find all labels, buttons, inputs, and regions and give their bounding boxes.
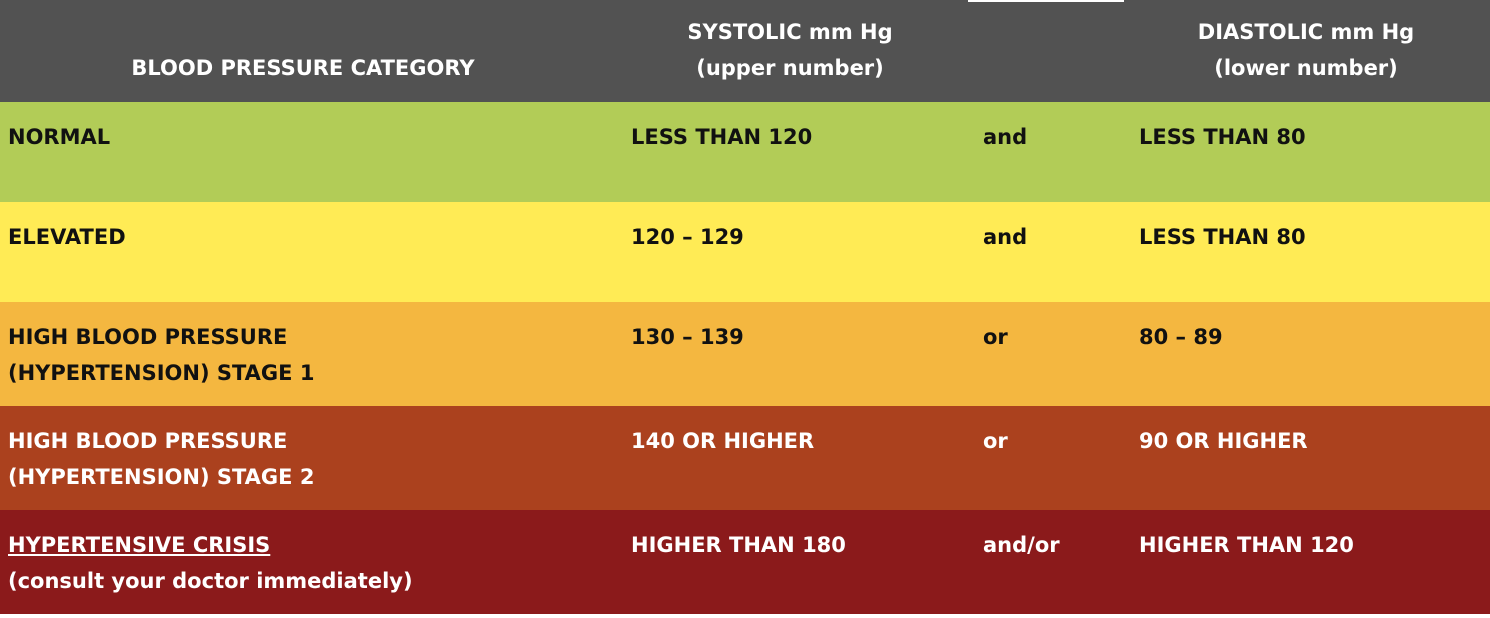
systolic-cell: LESS THAN 120	[631, 125, 813, 149]
systolic-cell: HIGHER THAN 180	[631, 533, 846, 557]
header-row: BLOOD PRESSURE CATEGORY SYSTOLIC mm Hg (u…	[0, 0, 1490, 102]
diastolic-cell: HIGHER THAN 120	[1139, 533, 1354, 557]
category-line: HIGH BLOOD PRESSURE	[8, 429, 288, 453]
systolic-cell: 130 – 139	[631, 325, 744, 349]
category-cell: HIGH BLOOD PRESSURE (HYPERTENSION) STAGE …	[8, 423, 314, 495]
header-diastolic: DIASTOLIC mm Hg (lower number)	[1198, 14, 1414, 86]
systolic-cell: 140 OR HIGHER	[631, 429, 815, 453]
header-line: DIASTOLIC mm Hg	[1197, 20, 1415, 44]
category-cell: NORMAL	[8, 119, 110, 155]
connector-cell: or	[983, 325, 1008, 349]
category-cell: HYPERTENSIVE CRISIS (consult your doctor …	[8, 527, 413, 599]
category-line: (consult your doctor immediately)	[8, 569, 413, 593]
diastolic-cell: 90 OR HIGHER	[1139, 429, 1308, 453]
diastolic-cell: 80 – 89	[1139, 325, 1223, 349]
table-row: ELEVATED 120 – 129 and LESS THAN 80	[0, 202, 1490, 302]
category-cell: HIGH BLOOD PRESSURE (HYPERTENSION) STAGE …	[8, 319, 314, 391]
header-line: (lower number)	[1214, 56, 1398, 80]
category-line: ELEVATED	[8, 225, 126, 249]
table-row: HYPERTENSIVE CRISIS (consult your doctor …	[0, 510, 1490, 614]
diastolic-cell: LESS THAN 80	[1139, 125, 1306, 149]
header-category: BLOOD PRESSURE CATEGORY	[131, 56, 475, 80]
category-line: HYPERTENSIVE CRISIS	[8, 533, 271, 557]
tab-indicator	[968, 0, 1124, 2]
table-row: HIGH BLOOD PRESSURE (HYPERTENSION) STAGE …	[0, 406, 1490, 510]
systolic-cell: 120 – 129	[631, 225, 744, 249]
connector-cell: and	[983, 225, 1028, 249]
connector-cell: and	[983, 125, 1028, 149]
table-row: HIGH BLOOD PRESSURE (HYPERTENSION) STAGE …	[0, 302, 1490, 406]
header-systolic: SYSTOLIC mm Hg (upper number)	[687, 14, 892, 86]
connector-cell: and/or	[983, 533, 1060, 557]
connector-cell: or	[983, 429, 1008, 453]
category-line: HIGH BLOOD PRESSURE	[8, 325, 288, 349]
table-row: NORMAL LESS THAN 120 and LESS THAN 80	[0, 102, 1490, 202]
header-line: (upper number)	[696, 56, 884, 80]
category-line: (HYPERTENSION) STAGE 2	[8, 465, 315, 489]
header-line: SYSTOLIC mm Hg	[687, 20, 893, 44]
category-line: (HYPERTENSION) STAGE 1	[8, 361, 315, 385]
category-cell: ELEVATED	[8, 219, 126, 255]
category-line: NORMAL	[8, 125, 111, 149]
diastolic-cell: LESS THAN 80	[1139, 225, 1306, 249]
